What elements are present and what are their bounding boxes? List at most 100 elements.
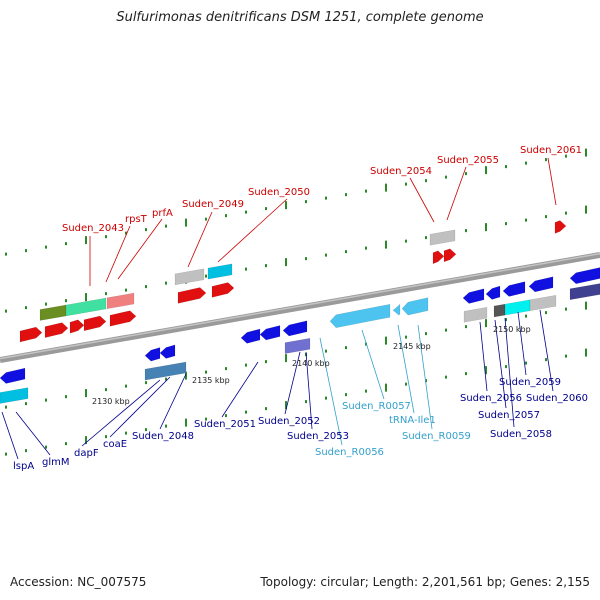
gene-label-coae[interactable]: coaE xyxy=(103,439,127,450)
gene-label-suden-2057[interactable]: Suden_2057 xyxy=(478,410,540,421)
leader-line-top xyxy=(547,157,557,206)
top-gene-labels: Suden_2043 rpsT prfA Suden_2049 Suden_20… xyxy=(62,145,582,234)
gene-label-dapf[interactable]: dapF xyxy=(74,448,99,459)
gene-arrow xyxy=(0,387,29,404)
gene-label-suden-r0059[interactable]: Suden_R0059 xyxy=(402,431,471,442)
guide-dot xyxy=(65,395,67,399)
leader-line-top xyxy=(187,211,213,268)
guide-dot xyxy=(45,302,47,306)
scale-tick-2135: 2135 kbp xyxy=(192,376,230,385)
gene-label-suden-2058[interactable]: Suden_2058 xyxy=(490,429,552,440)
gene-label-prfa[interactable]: prfA xyxy=(152,208,173,219)
guide-dot xyxy=(365,189,367,193)
guide-dots xyxy=(5,148,587,456)
gene-label-suden-2056[interactable]: Suden_2056 xyxy=(460,393,522,404)
gene-label-suden-2060[interactable]: Suden_2060 xyxy=(526,393,588,404)
guide-dot xyxy=(305,400,307,404)
leader-line-top xyxy=(409,177,435,223)
guide-dot xyxy=(165,224,167,228)
guide-dot xyxy=(145,228,147,232)
guide-dot xyxy=(245,210,247,214)
gene-arrow xyxy=(329,303,391,329)
gene-arrow xyxy=(432,250,445,265)
footer-accession: Accession: NC_007575 xyxy=(10,575,146,589)
guide-dot xyxy=(205,274,207,278)
scale-tick-2140: 2140 kbp xyxy=(292,359,330,368)
guide-dot xyxy=(585,148,587,157)
gene-label-suden-2059[interactable]: Suden_2059 xyxy=(499,377,561,388)
gene-label-suden-2049[interactable]: Suden_2049 xyxy=(182,199,244,210)
guide-dot xyxy=(165,281,167,285)
guide-dot xyxy=(105,235,107,239)
gene-arrow xyxy=(485,285,501,300)
guide-dot xyxy=(405,382,407,386)
guide-dot xyxy=(65,299,67,303)
guide-dot xyxy=(525,161,527,165)
guide-dot xyxy=(425,236,427,240)
guide-dot xyxy=(345,346,347,350)
gene-arrow xyxy=(0,367,26,384)
guide-dot xyxy=(65,442,67,446)
guide-dot xyxy=(5,405,7,409)
genome-backbone xyxy=(0,252,600,363)
guide-dot xyxy=(205,217,207,221)
accession-label: Accession: xyxy=(10,575,74,589)
leader-line-bottom xyxy=(504,317,515,428)
gene-label-suden-2052[interactable]: Suden_2052 xyxy=(258,416,320,427)
guide-dot xyxy=(105,388,107,392)
gene-arrow xyxy=(69,319,85,334)
guide-dot xyxy=(45,445,47,449)
gene-label-suden-r0056[interactable]: Suden_R0056 xyxy=(315,447,384,458)
guide-dot xyxy=(85,236,87,245)
guide-dot xyxy=(345,250,347,254)
guide-dot xyxy=(5,309,7,313)
guide-dot xyxy=(225,214,227,218)
gene-label-suden-2051[interactable]: Suden_2051 xyxy=(194,419,256,430)
gene-label-suden-r0057[interactable]: Suden_R0057 xyxy=(342,401,411,412)
guide-dot xyxy=(485,166,487,175)
gene-label-suden-2053[interactable]: Suden_2053 xyxy=(287,431,349,442)
guide-dot xyxy=(245,410,247,414)
guide-dot xyxy=(25,449,27,453)
guide-dot xyxy=(245,267,247,271)
leader-line-bottom xyxy=(284,351,301,415)
guide-dot xyxy=(165,377,167,381)
gene-arrow xyxy=(392,303,401,316)
guide-dot xyxy=(425,379,427,383)
guide-dot xyxy=(325,396,327,400)
gene-arrow xyxy=(39,304,67,321)
guide-dot xyxy=(85,389,87,398)
leader-line-bottom xyxy=(221,361,259,418)
guide-dot xyxy=(485,223,487,232)
gene-label-suden-2061[interactable]: Suden_2061 xyxy=(520,145,582,156)
guide-dot xyxy=(325,349,327,353)
gene-arrow xyxy=(106,292,135,310)
gene-arrow xyxy=(144,361,187,381)
guide-dot xyxy=(285,401,287,410)
guide-dot xyxy=(485,366,487,375)
gene-label-glmm[interactable]: glmM xyxy=(42,457,70,468)
guide-dot xyxy=(145,428,147,432)
guide-dot xyxy=(505,165,507,169)
gene-label-suden-2043[interactable]: Suden_2043 xyxy=(62,223,124,234)
gene-label-lspa[interactable]: lspA xyxy=(13,461,34,472)
leader-line-top xyxy=(217,198,288,263)
scale-tick-2145: 2145 kbp xyxy=(393,342,431,351)
guide-dot xyxy=(245,363,247,367)
guide-dot xyxy=(105,292,107,296)
guide-dot xyxy=(425,332,427,336)
gene-arrow xyxy=(443,248,457,263)
leader-line-bottom xyxy=(305,351,313,430)
guide-dot xyxy=(465,172,467,176)
gene-label-suden-2048[interactable]: Suden_2048 xyxy=(132,431,194,442)
guide-dot xyxy=(505,222,507,226)
gene-label-suden-2050[interactable]: Suden_2050 xyxy=(248,187,310,198)
gene-label-rpst[interactable]: rpsT xyxy=(125,214,148,225)
guide-dot xyxy=(565,154,567,158)
gene-label-suden-2054[interactable]: Suden_2054 xyxy=(370,166,432,177)
gene-arrow xyxy=(174,268,205,286)
guide-dot xyxy=(305,257,307,261)
gene-label-suden-2055[interactable]: Suden_2055 xyxy=(437,155,499,166)
gene-label-trna-ile1[interactable]: tRNA-Ile1 xyxy=(389,415,436,426)
